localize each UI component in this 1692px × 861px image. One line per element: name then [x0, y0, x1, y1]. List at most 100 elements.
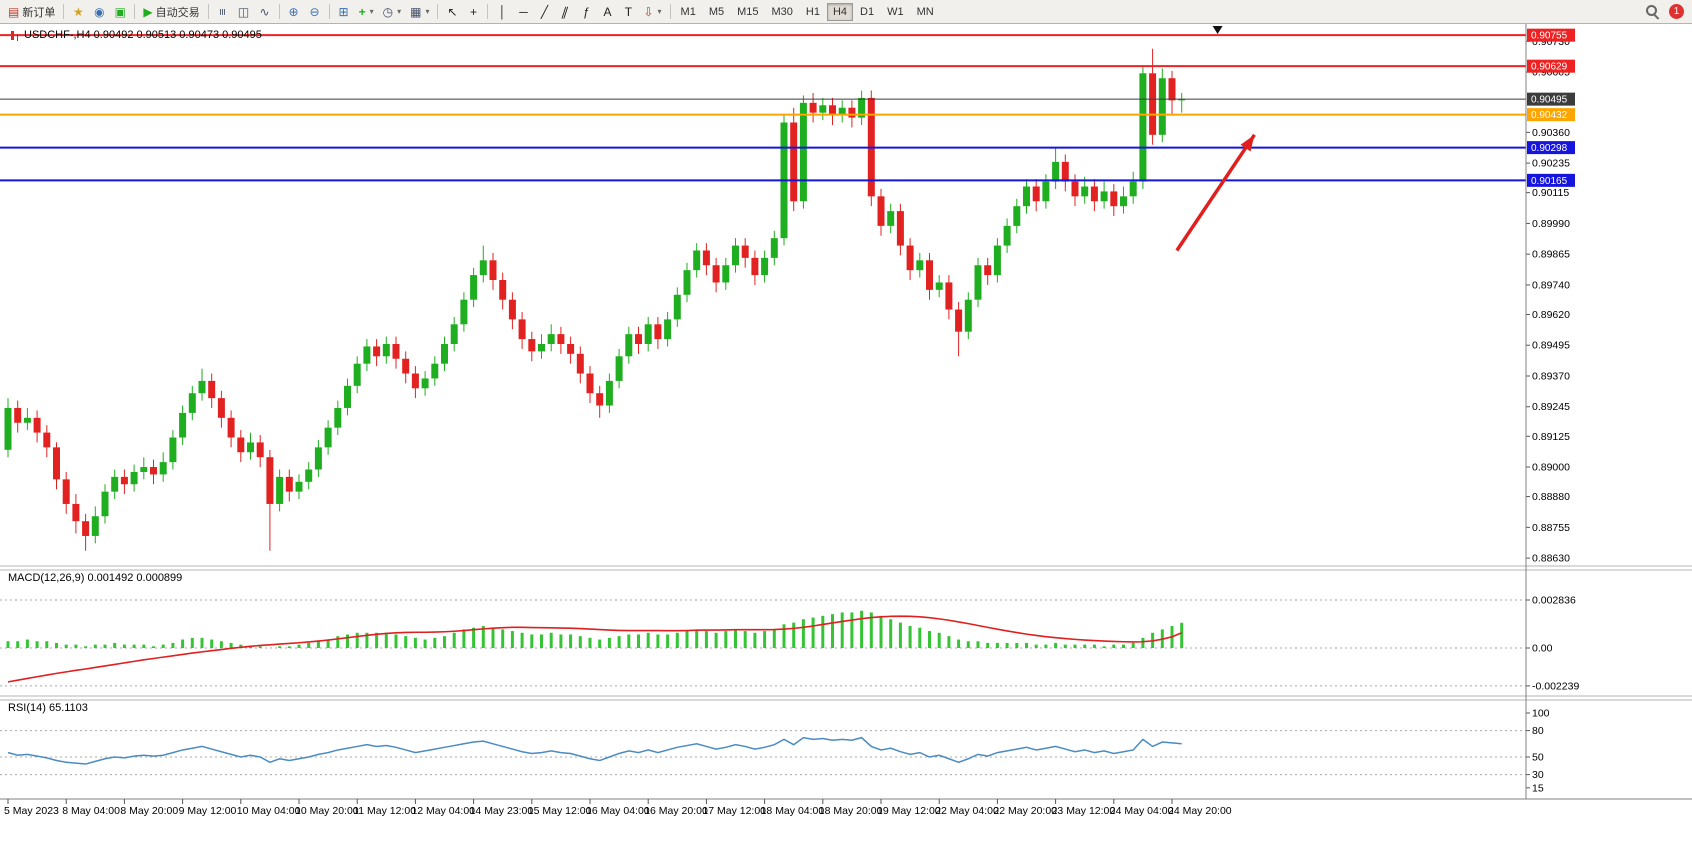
horizontal-line-tool-button[interactable]: ─ — [513, 2, 533, 22]
tf-m1-button[interactable]: M1 — [675, 3, 702, 21]
svg-text:0.88630: 0.88630 — [1532, 553, 1570, 565]
horizontal-line-objects[interactable]: 0.90755 0.90629 0.90495 0.90432 0.90298 0.901… — [0, 28, 1575, 187]
price-tag — [1527, 173, 1575, 187]
svg-text:0.88880: 0.88880 — [1532, 491, 1570, 503]
terminal-button[interactable]: ▣ — [110, 2, 130, 22]
svg-text:0.002836: 0.002836 — [1532, 594, 1576, 606]
svg-text:0.89245: 0.89245 — [1532, 401, 1570, 413]
macd-histogram — [6, 610, 1184, 648]
new-order-button[interactable]: ▤ 新订单 — [4, 2, 59, 22]
zoom-in-button[interactable]: ⊕ — [284, 2, 304, 22]
svg-text:0.90298: 0.90298 — [1531, 143, 1568, 154]
templates-button[interactable]: ▦ ▾ — [406, 2, 433, 22]
horizontal-line-icon: ─ — [519, 4, 528, 19]
toolbar-separator — [328, 4, 330, 19]
new-chart-button[interactable]: ⊞ — [334, 2, 354, 22]
svg-text:0.89125: 0.89125 — [1532, 431, 1570, 443]
svg-text:30: 30 — [1532, 769, 1544, 781]
macd-indicator-label: MACD(12,26,9) 0.001492 0.000899 — [8, 572, 183, 584]
candlestick-chart-button[interactable]: ◫ — [234, 2, 254, 22]
trendline-tool-button[interactable]: ╱ — [534, 2, 554, 22]
tf-m5-button[interactable]: M5 — [703, 3, 730, 21]
svg-text:8 May 04:00: 8 May 04:00 — [62, 805, 120, 817]
channel-tool-button[interactable]: ∥ — [555, 2, 575, 22]
market-watch-button[interactable]: ★ — [68, 2, 88, 22]
svg-text:0.89740: 0.89740 — [1532, 279, 1570, 291]
notification-badge[interactable]: 1 — [1669, 4, 1684, 19]
svg-text:0.89000: 0.89000 — [1532, 462, 1570, 474]
toolbar: ▤ 新订单 ★ ◉ ▣ ▶ 自动交易 ≡ ◫ ∿ ⊕ ⊖ ⊞ + ▾ ◷ ▾ — [0, 0, 1692, 24]
terminal-icon: ▣ — [114, 4, 127, 19]
tf-w1-button[interactable]: W1 — [881, 3, 910, 21]
svg-text:22 May 20:00: 22 May 20:00 — [993, 805, 1057, 817]
text-icon: A — [603, 4, 612, 19]
cursor-tool-button[interactable]: ↖ — [442, 2, 462, 22]
bar-chart-button[interactable]: ≡ — [213, 2, 233, 22]
label-tool-button[interactable]: T — [618, 2, 638, 22]
svg-text:23 May 12:00: 23 May 12:00 — [1052, 805, 1116, 817]
arrows-tool-button[interactable]: ⇩ ▾ — [639, 2, 665, 22]
fibonacci-icon: ƒ — [583, 4, 590, 19]
svg-text:8 May 20:00: 8 May 20:00 — [120, 805, 178, 817]
svg-text:15: 15 — [1532, 782, 1544, 794]
svg-text:0.90495: 0.90495 — [1531, 95, 1568, 106]
svg-text:18 May 04:00: 18 May 04:00 — [761, 805, 825, 817]
tf-m15-button[interactable]: M15 — [731, 3, 764, 21]
tf-h1-button[interactable]: H1 — [800, 3, 826, 21]
svg-text:16 May 20:00: 16 May 20:00 — [644, 805, 708, 817]
navigator-button[interactable]: ◉ — [89, 2, 109, 22]
crosshair-icon: + — [469, 4, 477, 19]
svg-text:0.89990: 0.89990 — [1532, 218, 1570, 230]
svg-text:0.89620: 0.89620 — [1532, 309, 1570, 321]
vertical-line-tool-button[interactable]: │ — [492, 2, 512, 22]
auto-trading-button[interactable]: ▶ 自动交易 — [139, 2, 203, 22]
text-tool-button[interactable]: A — [597, 2, 617, 22]
line-chart-button[interactable]: ∿ — [255, 2, 275, 22]
svg-text:10 May 04:00: 10 May 04:00 — [237, 805, 301, 817]
chart-title-icon — [11, 31, 14, 40]
new-order-label: 新订单 — [22, 6, 56, 19]
svg-text:0.88755: 0.88755 — [1532, 522, 1570, 534]
autoplay-icon: ▶ — [143, 4, 153, 19]
svg-text:0.90235: 0.90235 — [1532, 158, 1570, 170]
price-tag — [1527, 141, 1575, 155]
toolbar-separator — [207, 4, 209, 19]
svg-text:9 May 12:00: 9 May 12:00 — [179, 805, 237, 817]
crosshair-tool-button[interactable]: + — [463, 2, 483, 22]
indicators-icon: + — [358, 4, 366, 19]
svg-text:12 May 04:00: 12 May 04:00 — [411, 805, 475, 817]
search-icon[interactable] — [1645, 4, 1660, 19]
svg-text:22 May 04:00: 22 May 04:00 — [935, 805, 999, 817]
svg-text:0.90755: 0.90755 — [1531, 31, 1568, 42]
bar-chart-icon: ≡ — [215, 7, 230, 16]
svg-text:16 May 04:00: 16 May 04:00 — [586, 805, 650, 817]
toolbar-separator — [63, 4, 65, 19]
vertical-line-icon: │ — [498, 4, 507, 19]
tf-mn-button[interactable]: MN — [911, 3, 940, 21]
time-marker-triangle — [1212, 26, 1223, 34]
market-watch-icon: ★ — [72, 4, 84, 19]
svg-text:100: 100 — [1532, 708, 1550, 720]
svg-text:11 May 12:00: 11 May 12:00 — [353, 805, 416, 817]
trend-arrow-annotation[interactable] — [1175, 133, 1256, 252]
indicators-button[interactable]: + ▾ — [355, 2, 378, 22]
zoom-out-button[interactable]: ⊖ — [305, 2, 325, 22]
toolbar-separator — [669, 4, 671, 19]
svg-text:80: 80 — [1532, 725, 1544, 737]
tf-m30-button[interactable]: M30 — [766, 3, 799, 21]
candlesticks — [4, 48, 1186, 551]
toolbar-separator — [278, 4, 280, 19]
line-chart-icon: ∿ — [259, 4, 270, 19]
equidistant-channel-icon: ∥ — [560, 4, 571, 19]
chevron-down-icon: ▾ — [397, 7, 402, 16]
toolbar-separator — [437, 4, 439, 19]
periods-button[interactable]: ◷ ▾ — [379, 2, 406, 22]
price-tag — [1527, 92, 1575, 106]
toolbar-separator — [487, 4, 489, 19]
svg-text:17 May 12:00: 17 May 12:00 — [702, 805, 766, 817]
tf-d1-button[interactable]: D1 — [854, 3, 880, 21]
chart-canvas[interactable]: 0.907300.906050.903600.902350.901150.899… — [0, 24, 1692, 861]
fibonacci-tool-button[interactable]: ƒ — [576, 2, 596, 22]
tf-h4-button[interactable]: H4 — [826, 2, 854, 21]
svg-text:0.90432: 0.90432 — [1531, 110, 1568, 121]
